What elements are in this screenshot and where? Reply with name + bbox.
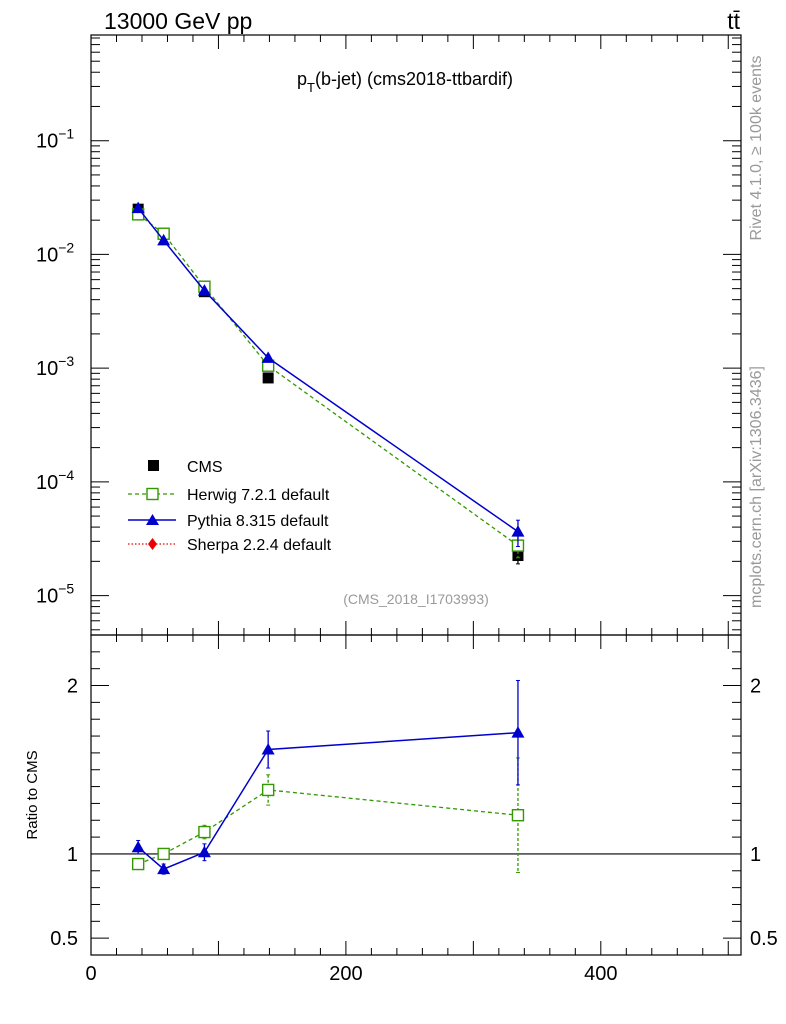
y-tick-label: 10−3 <box>36 353 74 380</box>
chart-title-rest: (b-jet) (cms2018-ttbardif) <box>315 69 513 89</box>
ratio-panel-frame <box>90 634 742 956</box>
chart-title: pT(b-jet) (cms2018-ttbardif) <box>297 69 513 95</box>
ratio-y-tick-label-right: 2 <box>750 676 761 698</box>
legend-cms-label: CMS <box>187 459 223 476</box>
legend-cms-marker <box>148 460 159 471</box>
top-pythia-point <box>157 233 171 246</box>
top-pythia-point <box>261 351 275 363</box>
rivet-version-label: Rivet 4.1.0, ≥ 100k events <box>748 56 765 241</box>
y-tick-label: 10−4 <box>36 467 74 494</box>
ratio-ylabel: Ratio to CMS <box>24 750 41 839</box>
legend-sherpa-label: Sherpa 2.2.4 default <box>187 537 332 554</box>
ratio-y-tick-label: 0.5 <box>50 928 78 950</box>
ratio-y-tick-label: 2 <box>67 676 78 698</box>
ratio-herwig-point <box>198 825 211 839</box>
ratio-herwig-point <box>261 783 275 797</box>
ratio-pythia-point <box>261 743 275 755</box>
ratio-y-tick-label: 1 <box>67 844 78 866</box>
top-pythia-point <box>131 201 145 214</box>
top-cms-point <box>262 372 274 384</box>
axis-ticks <box>90 35 741 955</box>
x-tick-label: 200 <box>329 963 362 985</box>
chart-title-sub: T <box>307 80 315 95</box>
y-tick-label: 10−5 <box>36 581 74 608</box>
ratio-pythia-point <box>197 845 211 858</box>
axis-tick-labels: 0 200 400 10−1 10−2 10−3 10−4 10−5 2 2 1 1 0.5 0.5 <box>36 126 778 985</box>
top-pythia-point <box>511 525 525 537</box>
y-tick-label: 10−1 <box>36 126 74 153</box>
ratio-herwig-line <box>137 789 519 865</box>
legend-herwig-marker <box>146 487 159 501</box>
ratio-herwig-point <box>157 847 170 861</box>
legend-pythia-marker <box>146 514 159 525</box>
legend-herwig-label: Herwig 7.2.1 default <box>187 487 330 504</box>
top-cms-point <box>512 550 524 562</box>
legend-pythia-label: Pythia 8.315 default <box>187 513 329 530</box>
ratio-pythia-point <box>511 726 525 738</box>
chart-title-main: p <box>297 69 307 89</box>
ratio-pythia-line <box>137 731 519 870</box>
mcplots-label: mcplots.cern.ch [arXiv:1306.3436] <box>748 366 765 608</box>
header-energy: 13000 GeV pp <box>104 8 252 34</box>
analysis-watermark: (CMS_2018_I1703993) <box>343 591 489 607</box>
header-process: tt̄ <box>727 8 740 34</box>
top-pythia-line <box>137 207 519 533</box>
legend: CMS Herwig 7.2.1 default Pythia 8.315 de… <box>128 459 332 554</box>
ratio-herwig-point <box>131 857 145 871</box>
ratio-series-layer <box>91 679 741 875</box>
top-pythia-point <box>197 284 211 296</box>
top-series-layer <box>131 201 525 565</box>
y-tick-label: 10−2 <box>36 239 74 266</box>
ratio-y-tick-label-right: 1 <box>750 844 761 866</box>
ratio-herwig-point <box>511 809 525 822</box>
ratio-pythia-point <box>131 840 145 853</box>
ratio-pythia-point <box>157 862 171 875</box>
legend-sherpa-marker <box>148 538 157 550</box>
x-tick-label: 400 <box>584 963 617 985</box>
x-tick-label: 0 <box>85 963 96 985</box>
ratio-y-tick-label-right: 0.5 <box>750 928 778 950</box>
